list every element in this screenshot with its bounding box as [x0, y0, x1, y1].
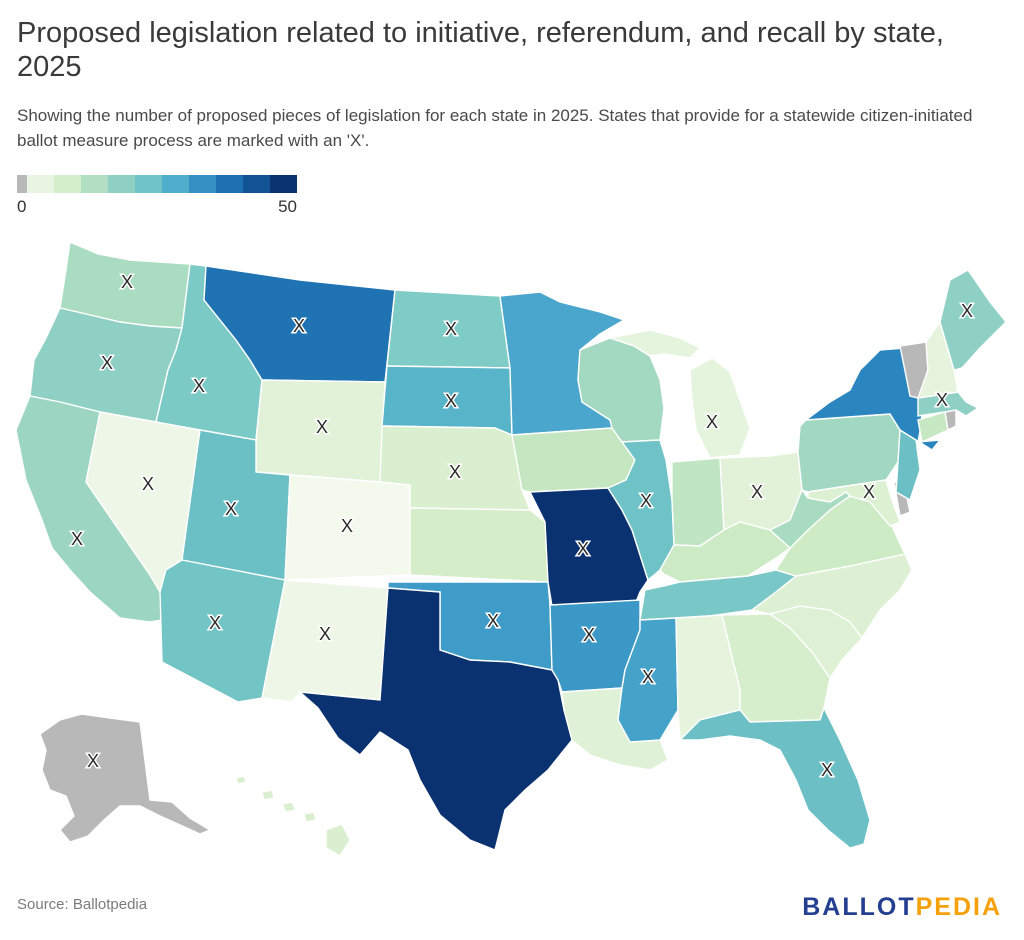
initiative-marker-il: X — [640, 491, 652, 511]
us-choropleth-map: X X X X X X X X X X X X X X X X X X X X X X X X X X — [0, 230, 1024, 870]
initiative-marker-ok: X — [487, 611, 499, 631]
state-kentucky[interactable] — [659, 521, 792, 583]
legend-color-step — [27, 175, 54, 193]
initiative-marker-mt: X — [293, 316, 305, 336]
state-texas[interactable] — [297, 587, 573, 851]
state-connecticut[interactable] — [917, 411, 949, 444]
initiative-marker-ut: X — [225, 499, 237, 519]
initiative-marker-md: X — [863, 482, 875, 502]
state-indiana[interactable] — [671, 457, 725, 547]
state-michigan[interactable] — [607, 329, 751, 459]
initiative-marker-wy: X — [316, 417, 328, 437]
initiative-marker-nv: X — [142, 474, 154, 494]
chart-subtitle: Showing the number of proposed pieces of… — [17, 106, 973, 150]
state-hawaii[interactable] — [235, 775, 351, 857]
legend-color-step — [162, 175, 189, 193]
ballotpedia-logo: BALLOTPEDIA — [802, 893, 1002, 922]
chart-title: Proposed legislation related to initiati… — [17, 17, 944, 83]
initiative-marker-ma: X — [936, 390, 948, 410]
legend-max-label: 50 — [278, 197, 297, 216]
state-illinois[interactable] — [606, 439, 675, 582]
color-legend: 0 50 — [17, 175, 297, 220]
legend-color-step — [81, 175, 108, 193]
logo-pedia: PEDIA — [915, 893, 1002, 921]
initiative-marker-nd: X — [445, 319, 457, 339]
legend-color-step — [54, 175, 81, 193]
initiative-marker-az: X — [209, 613, 221, 633]
initiative-marker-ne: X — [449, 462, 461, 482]
state-massachusetts[interactable] — [917, 391, 980, 417]
initiative-marker-ms: X — [642, 667, 654, 687]
legend-min-label: 0 — [17, 197, 27, 216]
initiative-marker-me: X — [961, 301, 973, 321]
legend-color-step — [243, 175, 270, 193]
initiative-marker-fl: X — [821, 760, 833, 780]
initiative-marker-nm: X — [319, 624, 331, 644]
initiative-marker-co: X — [341, 516, 353, 536]
legend-gradient-bar — [27, 175, 297, 193]
initiative-marker-id: X — [193, 376, 205, 396]
legend-color-step — [135, 175, 162, 193]
legend-no-data-swatch — [17, 175, 27, 193]
state-florida[interactable] — [678, 706, 871, 849]
initiative-marker-mo: X — [577, 539, 589, 559]
initiative-marker-oh: X — [751, 482, 763, 502]
legend-color-step — [108, 175, 135, 193]
legend-color-step — [270, 175, 297, 193]
state-maine[interactable] — [939, 269, 1007, 371]
initiative-marker-ca: X — [71, 529, 83, 549]
initiative-marker-ar: X — [583, 625, 595, 645]
initiative-marker-ak: X — [87, 751, 99, 771]
state-kansas[interactable] — [409, 507, 549, 583]
initiative-marker-mi: X — [706, 412, 718, 432]
initiative-marker-sd: X — [445, 391, 457, 411]
legend-color-step — [189, 175, 216, 193]
initiative-marker-or: X — [101, 353, 113, 373]
initiative-marker-wa: X — [121, 272, 133, 292]
source-note: Source: Ballotpedia — [17, 896, 148, 913]
state-alaska[interactable] — [39, 713, 212, 843]
state-maryland[interactable] — [807, 479, 901, 527]
logo-ballot: BALLOT — [802, 893, 916, 921]
legend-color-step — [216, 175, 243, 193]
state-iowa[interactable] — [511, 427, 636, 493]
